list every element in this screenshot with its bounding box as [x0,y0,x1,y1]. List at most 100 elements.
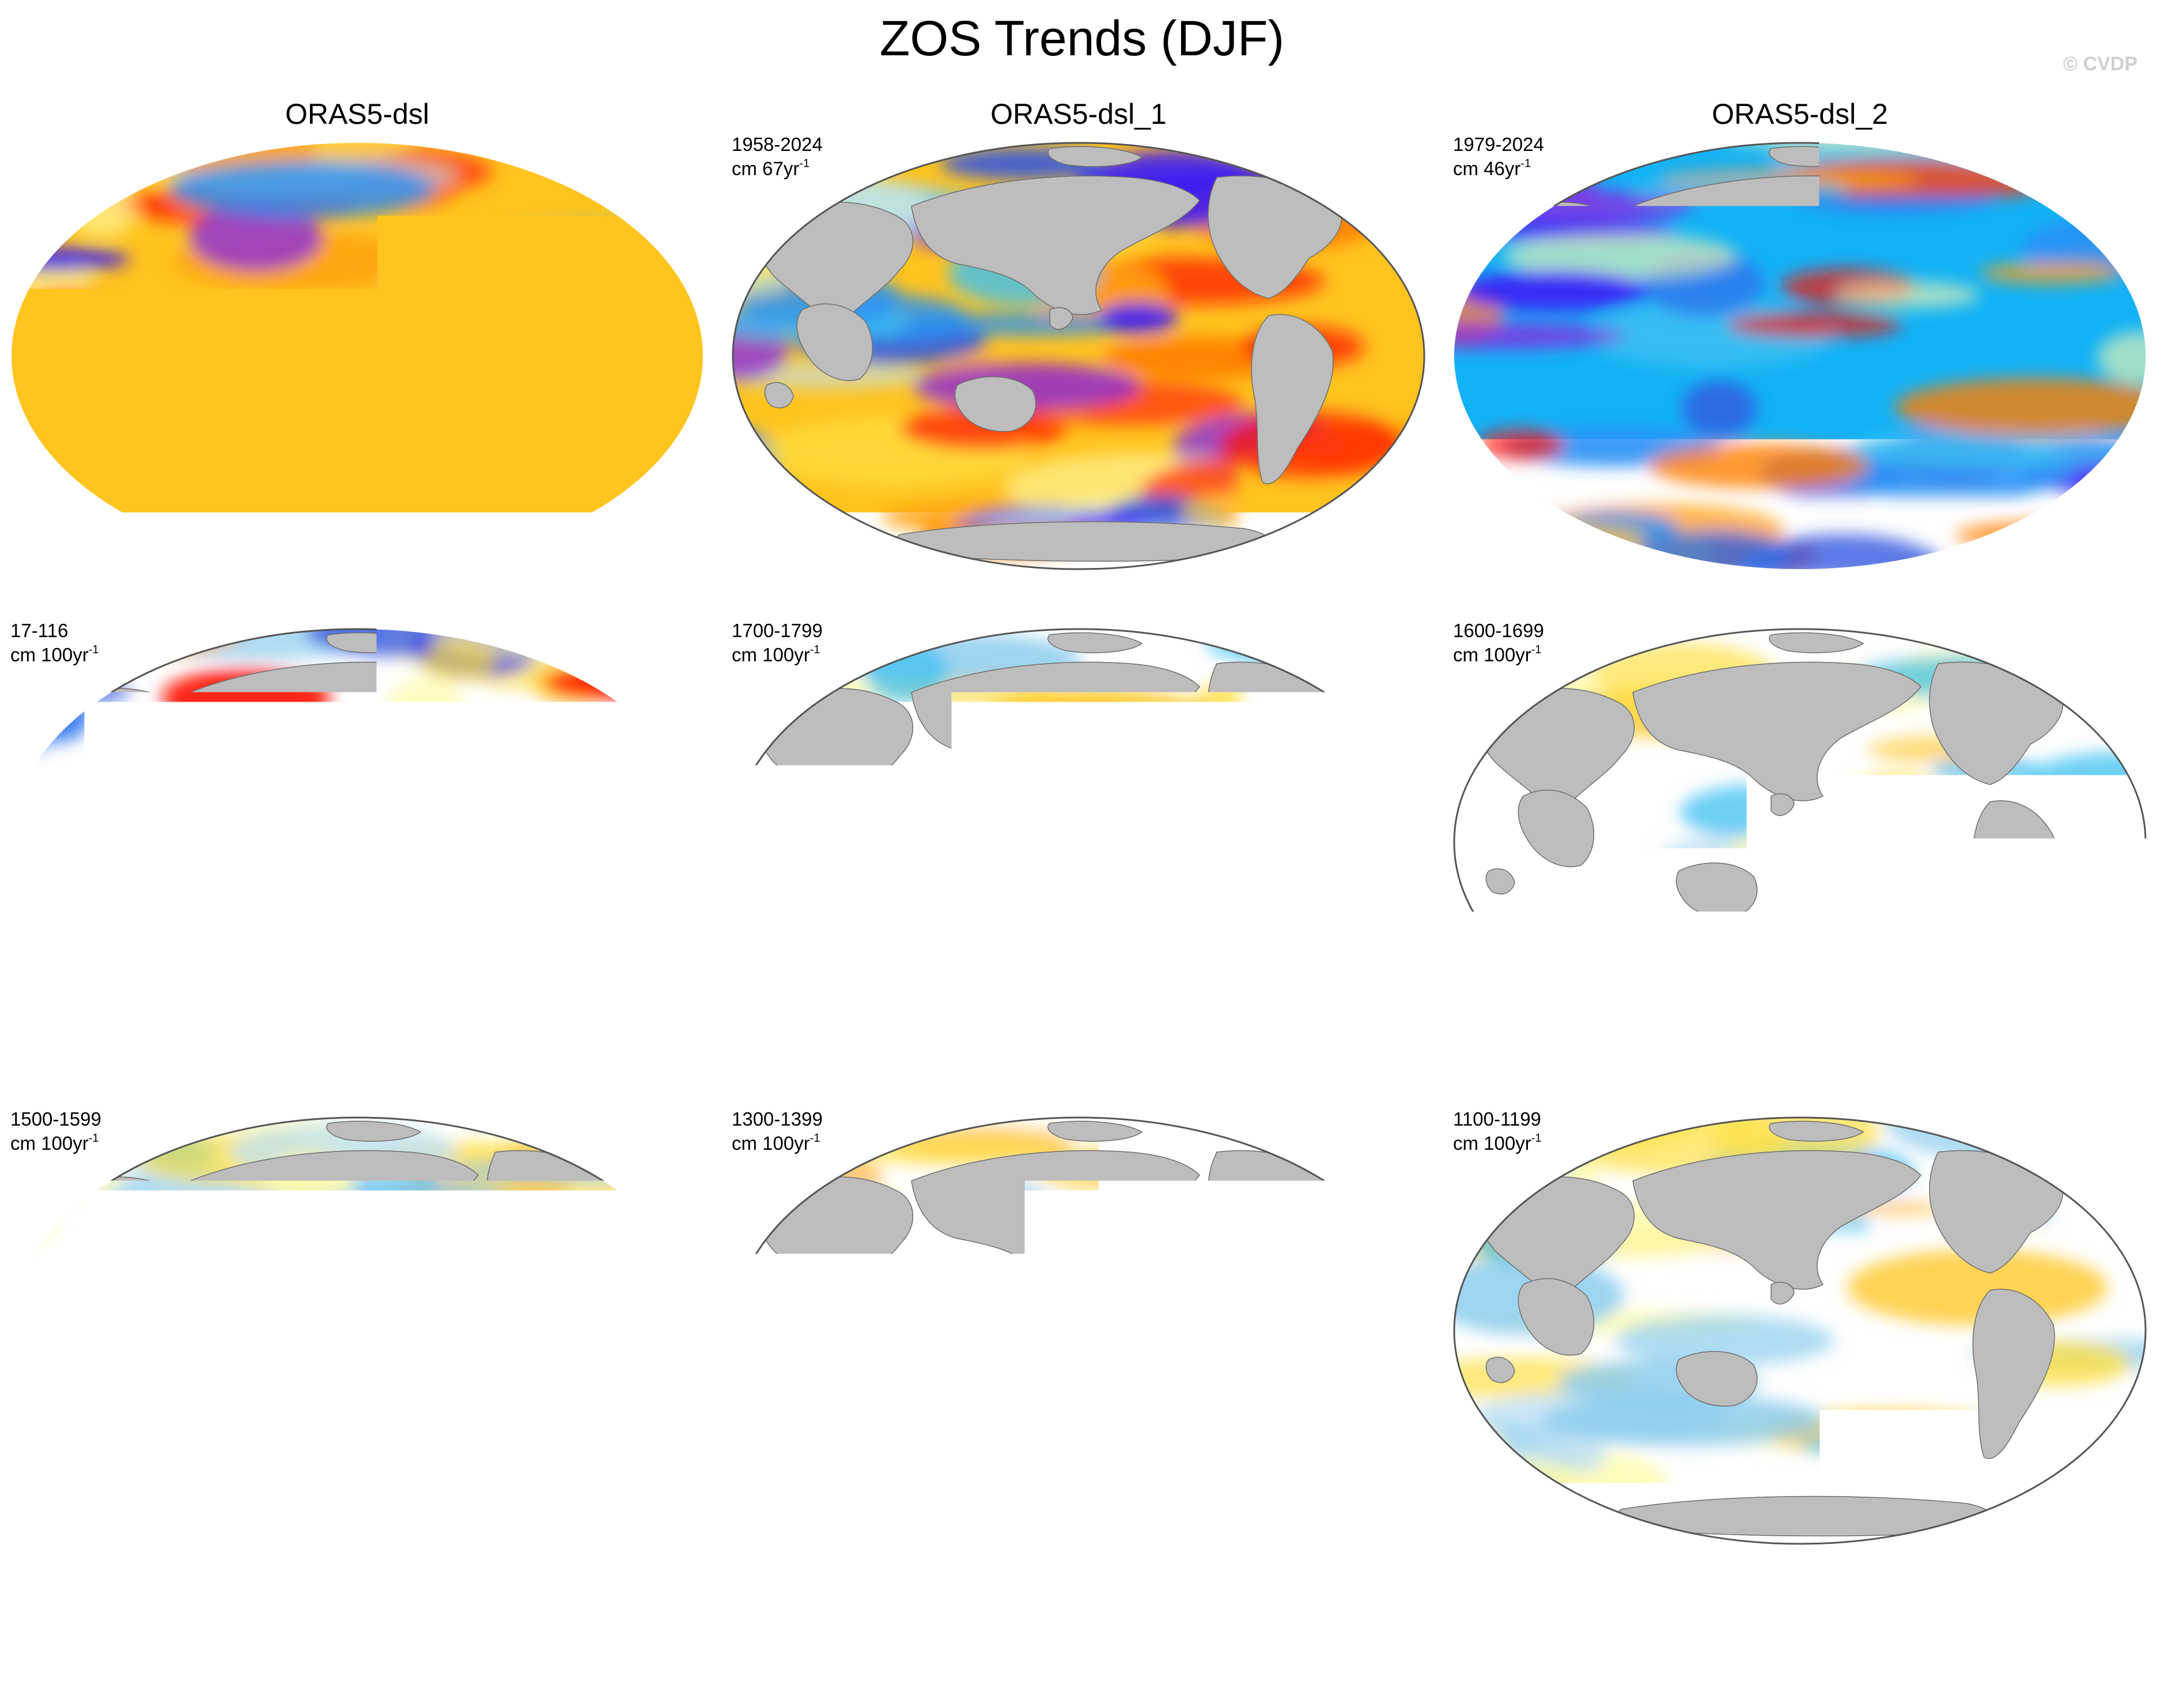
trend-field-patch [583,158,667,189]
panel-units: cm 100yr-1 [10,1131,101,1158]
panel-info: 1700-1799 cm 100yr-1 [732,619,823,670]
trend-field-patch [1338,1480,1430,1510]
colorbar-tick-label: 2 [1187,1659,1256,1699]
panel-units: cm 100yr-1 [10,643,99,670]
panel-units: cm 100yr-1 [732,643,823,670]
colorbar-tick-label: -12 [629,1659,698,1699]
colorbar-segment [733,1619,804,1652]
trend-field-patch [6,1471,50,1511]
colorbar-segment [873,1619,943,1652]
map-svg [727,623,1430,1061]
colorbar-segment [455,1619,525,1652]
map-svg [1448,1112,2151,1550]
map-panel: CESM2 piControl B 1300-1399 cm 100yr-1 [721,1071,1424,1561]
panel-title: ORAS5-dsl_1 [721,97,1436,131]
panel-info: 1958-2024 cm 67yr-1 [10,132,101,184]
map-panel: CESM2 piControl A 1100-1199 cm 100yr-1 [1443,1071,2146,1561]
trend-field-patch [1316,1524,1430,1550]
colorbar-segment [524,1619,595,1652]
trend-field-patch [365,456,634,508]
colorbar-tick-label: 16 [1535,1659,1605,1699]
panel-units: cm 100yr-1 [732,1131,823,1158]
colorbar-tick-label: 12 [1466,1659,1535,1699]
panel-info: 1958-2024 cm 67yr-1 [732,132,823,184]
trend-field-patch [1639,917,1710,942]
trend-field-patch [610,623,709,682]
panel-title: CESM2 piControl E [721,583,1436,618]
map-svg [6,137,709,575]
panel-units: cm 100yr-1 [1453,643,1544,670]
trend-field-patch [1727,312,1902,338]
colorbar-segment [1709,1619,1780,1652]
trend-field-patch [606,500,709,550]
trend-field-patch [1728,834,1849,865]
world-map [1448,1112,2151,1550]
trend-field-patch [604,137,709,167]
panel-period: 1600-1699 [1453,619,1544,643]
map-panel: CESM3 BLT1850 172 17-116 cm 100yr-1 [0,583,703,1073]
trend-field-patch [6,533,154,575]
colorbar-segment [1221,1619,1292,1652]
colorbar-segment [664,1619,734,1652]
trend-field-patch [1478,429,1564,460]
colorbar-tick-label: -2 [908,1659,977,1699]
world-map [1448,137,2151,575]
map-svg [6,1112,709,1550]
land-mass [1617,1008,1994,1048]
panel-title: CESM3 BLT1850 172 [0,583,714,618]
colorbar-tick-label: -20 [490,1659,559,1699]
panel-period: 1958-2024 [10,132,101,157]
map-panel: CESM2 piControl E 1700-1799 cm 100yr-1 [721,583,1424,1073]
figure-title: ZOS Trends (DJF) [0,7,2164,70]
panel-info: 1979-2024 cm 46yr-1 [1453,132,1544,184]
panel-title: ORAS5-dsl [0,97,714,131]
trend-field-patch [1316,737,1409,770]
colorbar-segment [1640,1619,1710,1652]
trend-field-patch [988,1403,1252,1464]
world-map [1448,623,2151,1061]
trend-field-patch [843,923,939,978]
world-map [6,623,709,1061]
trend-field-patch [2016,1138,2151,1171]
colorbar-segment [1152,1619,1222,1652]
credit-label: © CVDP [2063,53,2137,75]
panel-period: 1100-1199 [1453,1107,1542,1131]
colorbar-segment [1291,1619,1361,1652]
map-panel: ORAS5-dsl 1958-2024 cm 67yr-1 [0,97,703,586]
panel-info: 1100-1199 cm 100yr-1 [1453,1107,1542,1158]
trend-field-patch [1795,946,1923,968]
trend-field-patch [1749,876,1879,938]
colorbar-segment [385,1619,455,1652]
trend-field-patch [1098,302,1178,334]
land-mass [895,522,1273,562]
colorbar-tick-label: 6 [1326,1659,1395,1699]
panel-title: CESM2 piControl B [721,1071,1436,1106]
colorbar-tick-label: 8 [1396,1659,1465,1699]
colorbar-tick-label: -4 [838,1659,907,1699]
trend-field-patch [145,306,323,352]
land-mass [895,1497,1273,1536]
trend-field-patch [1649,444,1869,488]
panel-info: 1300-1399 cm 100yr-1 [732,1107,823,1158]
panel-title: CESM2 piControl D [1443,583,2157,618]
colorbar-segment [803,1619,873,1652]
trend-field-patch [1448,1517,1505,1542]
panel-period: 17-116 [10,619,99,643]
colorbar-tick-label: 20 [1605,1659,1674,1699]
colorbar-tick-label: 4 [1257,1659,1326,1699]
trend-field-patch [727,1513,924,1550]
trend-field-patch [6,417,225,476]
colorbar-segment [1500,1619,1571,1652]
map-svg [727,137,1430,575]
colorbar-tick-label: -16 [559,1659,629,1699]
trend-field-patch [2034,623,2151,671]
trend-field-patch [425,1349,530,1408]
land-mass [1617,1497,1994,1536]
world-map [727,137,1430,575]
colorbar-segment [1570,1619,1640,1652]
trend-field-patch [1341,1524,1430,1547]
colorbar-tick-label: -8 [699,1659,768,1699]
land-mass [895,1008,1273,1048]
colorbar-tick-label: -24 [420,1659,489,1699]
world-map [6,1112,709,1550]
